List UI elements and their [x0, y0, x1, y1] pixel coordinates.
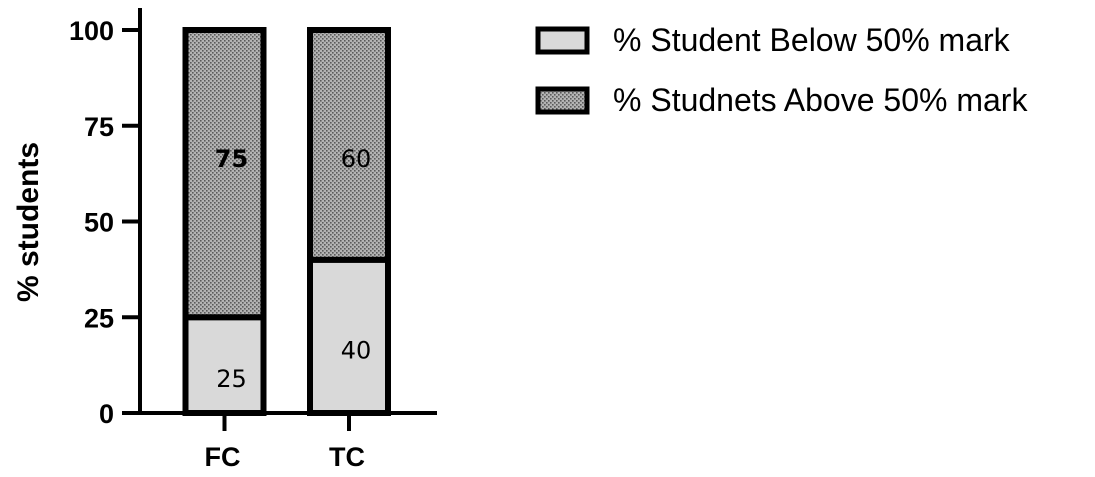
- x-tick-label-fc: FC: [205, 442, 241, 472]
- y-tick-label-0: 0: [99, 399, 114, 429]
- axes-layer: 0 25 50 75 100 FC TC: [69, 8, 437, 472]
- data-label-fc-series-2: 75: [215, 145, 248, 173]
- data-label-tc-series-1: 40: [341, 336, 372, 364]
- bar-fc-series-2: [182, 27, 267, 321]
- y-tick-label-25: 25: [84, 303, 114, 333]
- bar-tc-series-2: [307, 27, 391, 263]
- data-labels-layer: 25 40 75 60: [215, 145, 371, 393]
- data-label-tc-series-2: 60: [341, 145, 372, 173]
- bars-layer: [182, 27, 391, 416]
- legend-label-series-1: % Student Below 50% mark: [613, 22, 1011, 58]
- data-label-fc-series-1: 25: [216, 365, 247, 393]
- legend-swatch-series-2: [535, 86, 590, 115]
- y-tick-label-50: 50: [84, 208, 114, 238]
- y-tick-label-100: 100: [69, 16, 114, 46]
- y-tick-label-75: 75: [84, 112, 114, 142]
- legend-label-series-2: % Studnets Above 50% mark: [613, 82, 1028, 118]
- legend: % Student Below 50% mark % Studnets Above…: [535, 22, 1028, 118]
- legend-swatch-series-1: [535, 26, 590, 55]
- y-axis-title: % students: [12, 142, 45, 302]
- x-tick-label-tc: TC: [329, 442, 365, 472]
